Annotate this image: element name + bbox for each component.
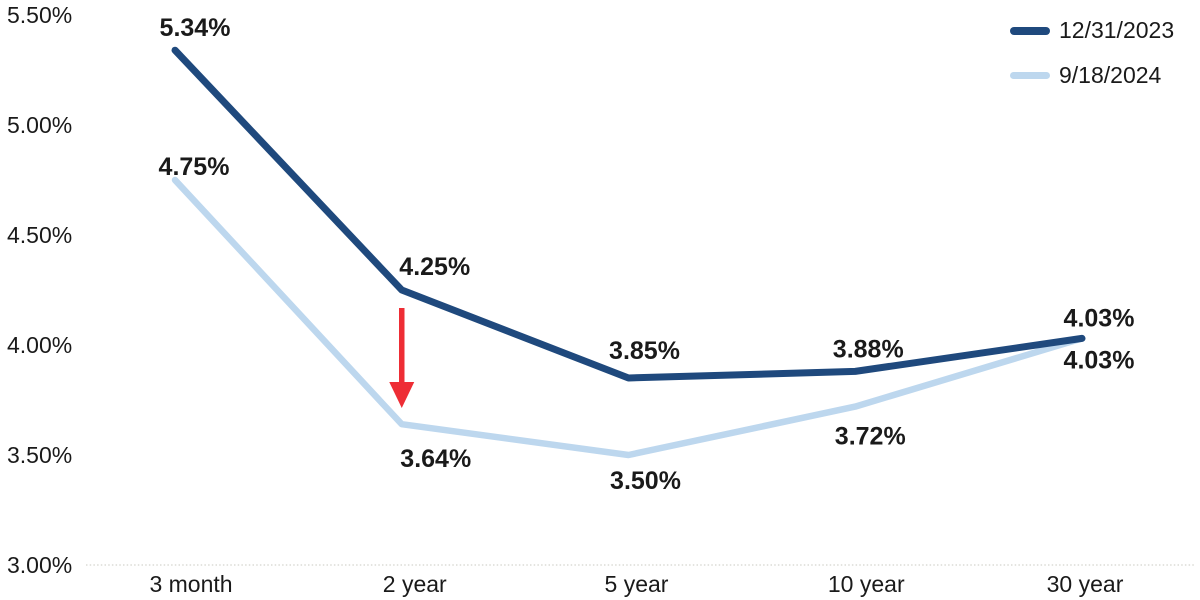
legend-swatch-light-blue	[1010, 72, 1050, 79]
series-line-12-31-2023	[171, 46, 1086, 382]
x-axis-label: 10 year	[828, 571, 905, 597]
data-label-12-31-2023: 4.03%	[1064, 304, 1135, 332]
y-tick-label: 4.50%	[7, 222, 72, 248]
legend-label: 12/31/2023	[1059, 17, 1175, 43]
x-axis-label: 2 year	[383, 571, 447, 597]
data-label-9-18-2024: 3.64%	[400, 445, 471, 473]
data-label-9-18-2024: 3.50%	[610, 467, 681, 495]
down-arrow-head	[389, 382, 415, 408]
data-label-9-18-2024: 3.72%	[835, 423, 906, 451]
data-label-9-18-2024: 4.03%	[1064, 346, 1135, 374]
data-label-12-31-2023: 3.85%	[609, 337, 680, 365]
series-line-9-18-2024	[171, 176, 1086, 459]
legend-item-9-18-2024: 9/18/2024	[1010, 64, 1174, 87]
data-label-12-31-2023: 3.88%	[833, 335, 904, 363]
x-axis-label: 30 year	[1047, 571, 1124, 597]
legend-label: 9/18/2024	[1059, 62, 1162, 88]
legend-item-12-31-2023: 12/31/2023	[1010, 19, 1174, 42]
y-tick-label: 5.50%	[7, 2, 72, 28]
legend: 12/31/2023 9/18/2024	[1010, 19, 1174, 87]
data-label-12-31-2023: 4.25%	[399, 253, 470, 281]
y-tick-label: 5.00%	[7, 112, 72, 138]
x-axis-label: 3 month	[149, 571, 232, 597]
y-tick-label: 3.00%	[7, 552, 72, 578]
y-tick-label: 3.50%	[7, 442, 72, 468]
x-axis-label: 5 year	[605, 571, 669, 597]
y-tick-label: 4.00%	[7, 332, 72, 358]
legend-swatch-dark-blue	[1010, 26, 1050, 35]
data-label-9-18-2024: 4.75%	[159, 153, 230, 181]
data-label-12-31-2023: 5.34%	[160, 14, 231, 42]
